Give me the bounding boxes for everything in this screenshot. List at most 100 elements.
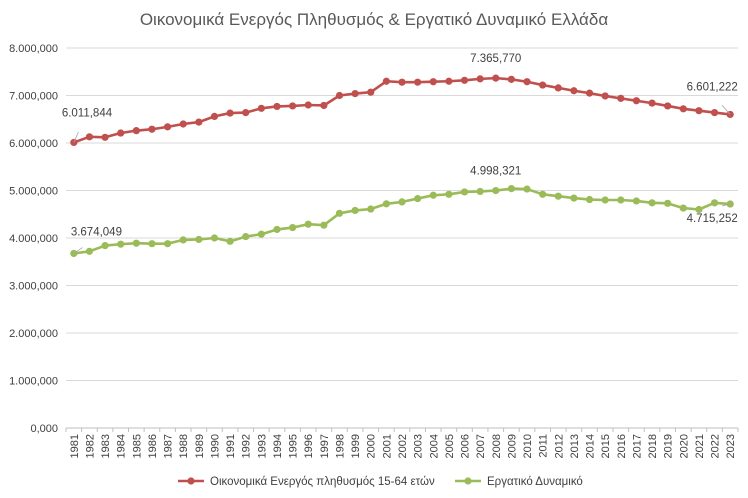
series-line: [73, 76, 731, 144]
data-point: [117, 129, 125, 137]
data-point: [289, 102, 297, 110]
data-point: [679, 105, 687, 113]
legend-marker: [187, 477, 195, 485]
x-tick-label: 1984: [116, 434, 128, 458]
data-label: 4.998,321: [470, 166, 521, 178]
x-tick-label: 1982: [84, 434, 96, 458]
data-point: [226, 237, 234, 245]
series-1: [70, 74, 734, 147]
data-point: [335, 209, 344, 217]
data-point: [85, 247, 94, 255]
data-point: [179, 120, 187, 128]
x-tick-label: 2009: [506, 434, 518, 458]
data-point: [210, 234, 219, 242]
data-point: [648, 199, 656, 207]
data-point: [429, 78, 437, 86]
data-point: [273, 225, 281, 234]
data-point: [242, 109, 250, 117]
y-tick-label: 0,000: [30, 423, 58, 435]
x-tick-label: 2022: [710, 434, 722, 458]
data-point: [195, 118, 203, 126]
data-point: [710, 199, 719, 207]
x-tick-label: 1993: [256, 434, 268, 458]
x-tick-label: 2012: [553, 434, 565, 458]
data-point: [101, 242, 109, 250]
gridlines: [66, 47, 738, 429]
data-point: [335, 91, 344, 100]
data-point: [601, 196, 609, 204]
data-point: [617, 94, 625, 102]
data-point: [523, 185, 531, 193]
data-point: [554, 192, 562, 200]
data-point: [414, 78, 422, 86]
data-point: [163, 240, 172, 248]
data-point: [382, 77, 390, 85]
data-point: [117, 240, 125, 248]
chart-title: Οικονομικά Ενεργός Πληθυσμός & Εργατικό …: [140, 10, 609, 29]
data-point: [570, 87, 578, 95]
data-point: [664, 102, 672, 110]
x-tick-label: 2021: [694, 434, 706, 458]
x-tick-label: 1995: [288, 434, 300, 458]
data-point: [85, 133, 94, 141]
y-tick-label: 4.000,000: [9, 233, 58, 245]
data-point: [367, 205, 375, 213]
data-point: [679, 204, 687, 212]
data-point: [289, 223, 297, 232]
x-tick-label: 1988: [178, 434, 190, 458]
data-point: [539, 81, 547, 89]
data-point: [304, 101, 312, 109]
data-point: [507, 185, 515, 193]
data-point: [367, 88, 375, 96]
x-tick-label: 2008: [491, 434, 503, 458]
x-tick-label: 1986: [147, 434, 159, 458]
y-tick-label: 2.000,000: [9, 328, 58, 340]
data-point: [148, 240, 156, 248]
data-point: [710, 109, 719, 117]
data-point: [195, 235, 203, 244]
y-axis-ticks: 0,000 1.000,000 2.000,000 3.000,000 4.000,00…: [9, 43, 58, 435]
x-tick-label: 2016: [616, 434, 628, 458]
x-tick-label: 2010: [522, 434, 534, 458]
data-point: [554, 84, 562, 92]
data-point: [163, 123, 172, 131]
data-point: [492, 74, 500, 82]
data-point: [304, 220, 312, 228]
legend-item-2: Εργατικό Δυναμικό: [455, 476, 583, 488]
data-point: [585, 195, 594, 204]
x-tick-label: 2019: [663, 434, 675, 458]
data-point: [242, 232, 250, 241]
leader-line: [721, 203, 731, 207]
y-tick-label: 6.000,000: [9, 138, 58, 150]
data-point: [507, 75, 515, 83]
x-tick-label: 2006: [460, 434, 472, 458]
data-point: [523, 78, 531, 86]
y-tick-label: 1.000,000: [9, 376, 58, 388]
x-tick-label: 1983: [100, 434, 112, 458]
leader-line: [73, 131, 79, 143]
x-tick-label: 1989: [194, 434, 206, 458]
data-point: [460, 188, 469, 196]
x-tick-label: 2020: [678, 434, 690, 458]
data-point: [398, 78, 406, 86]
series-layer: [70, 74, 734, 258]
x-tick-label: 1992: [241, 434, 253, 458]
data-label: 3.674,049: [71, 226, 122, 238]
x-axis-ticks: 1981 1982 1983 1984 1985 1986 1987 1988 1989 1990…: [65, 428, 739, 458]
x-tick-label: 1999: [350, 434, 362, 458]
x-tick-label: 1997: [319, 434, 331, 458]
data-point: [664, 199, 672, 207]
data-label: 6.011,844: [62, 107, 113, 119]
data-point: [445, 77, 453, 85]
x-tick-label: 2018: [647, 434, 659, 458]
data-point: [632, 97, 641, 105]
x-tick-label: 1990: [209, 434, 221, 458]
legend-marker: [464, 477, 472, 485]
data-point: [179, 236, 187, 244]
data-point: [570, 194, 578, 202]
x-tick-label: 2014: [585, 434, 597, 458]
data-point: [257, 230, 265, 238]
data-point: [101, 133, 109, 141]
x-tick-label: 2007: [475, 434, 487, 458]
